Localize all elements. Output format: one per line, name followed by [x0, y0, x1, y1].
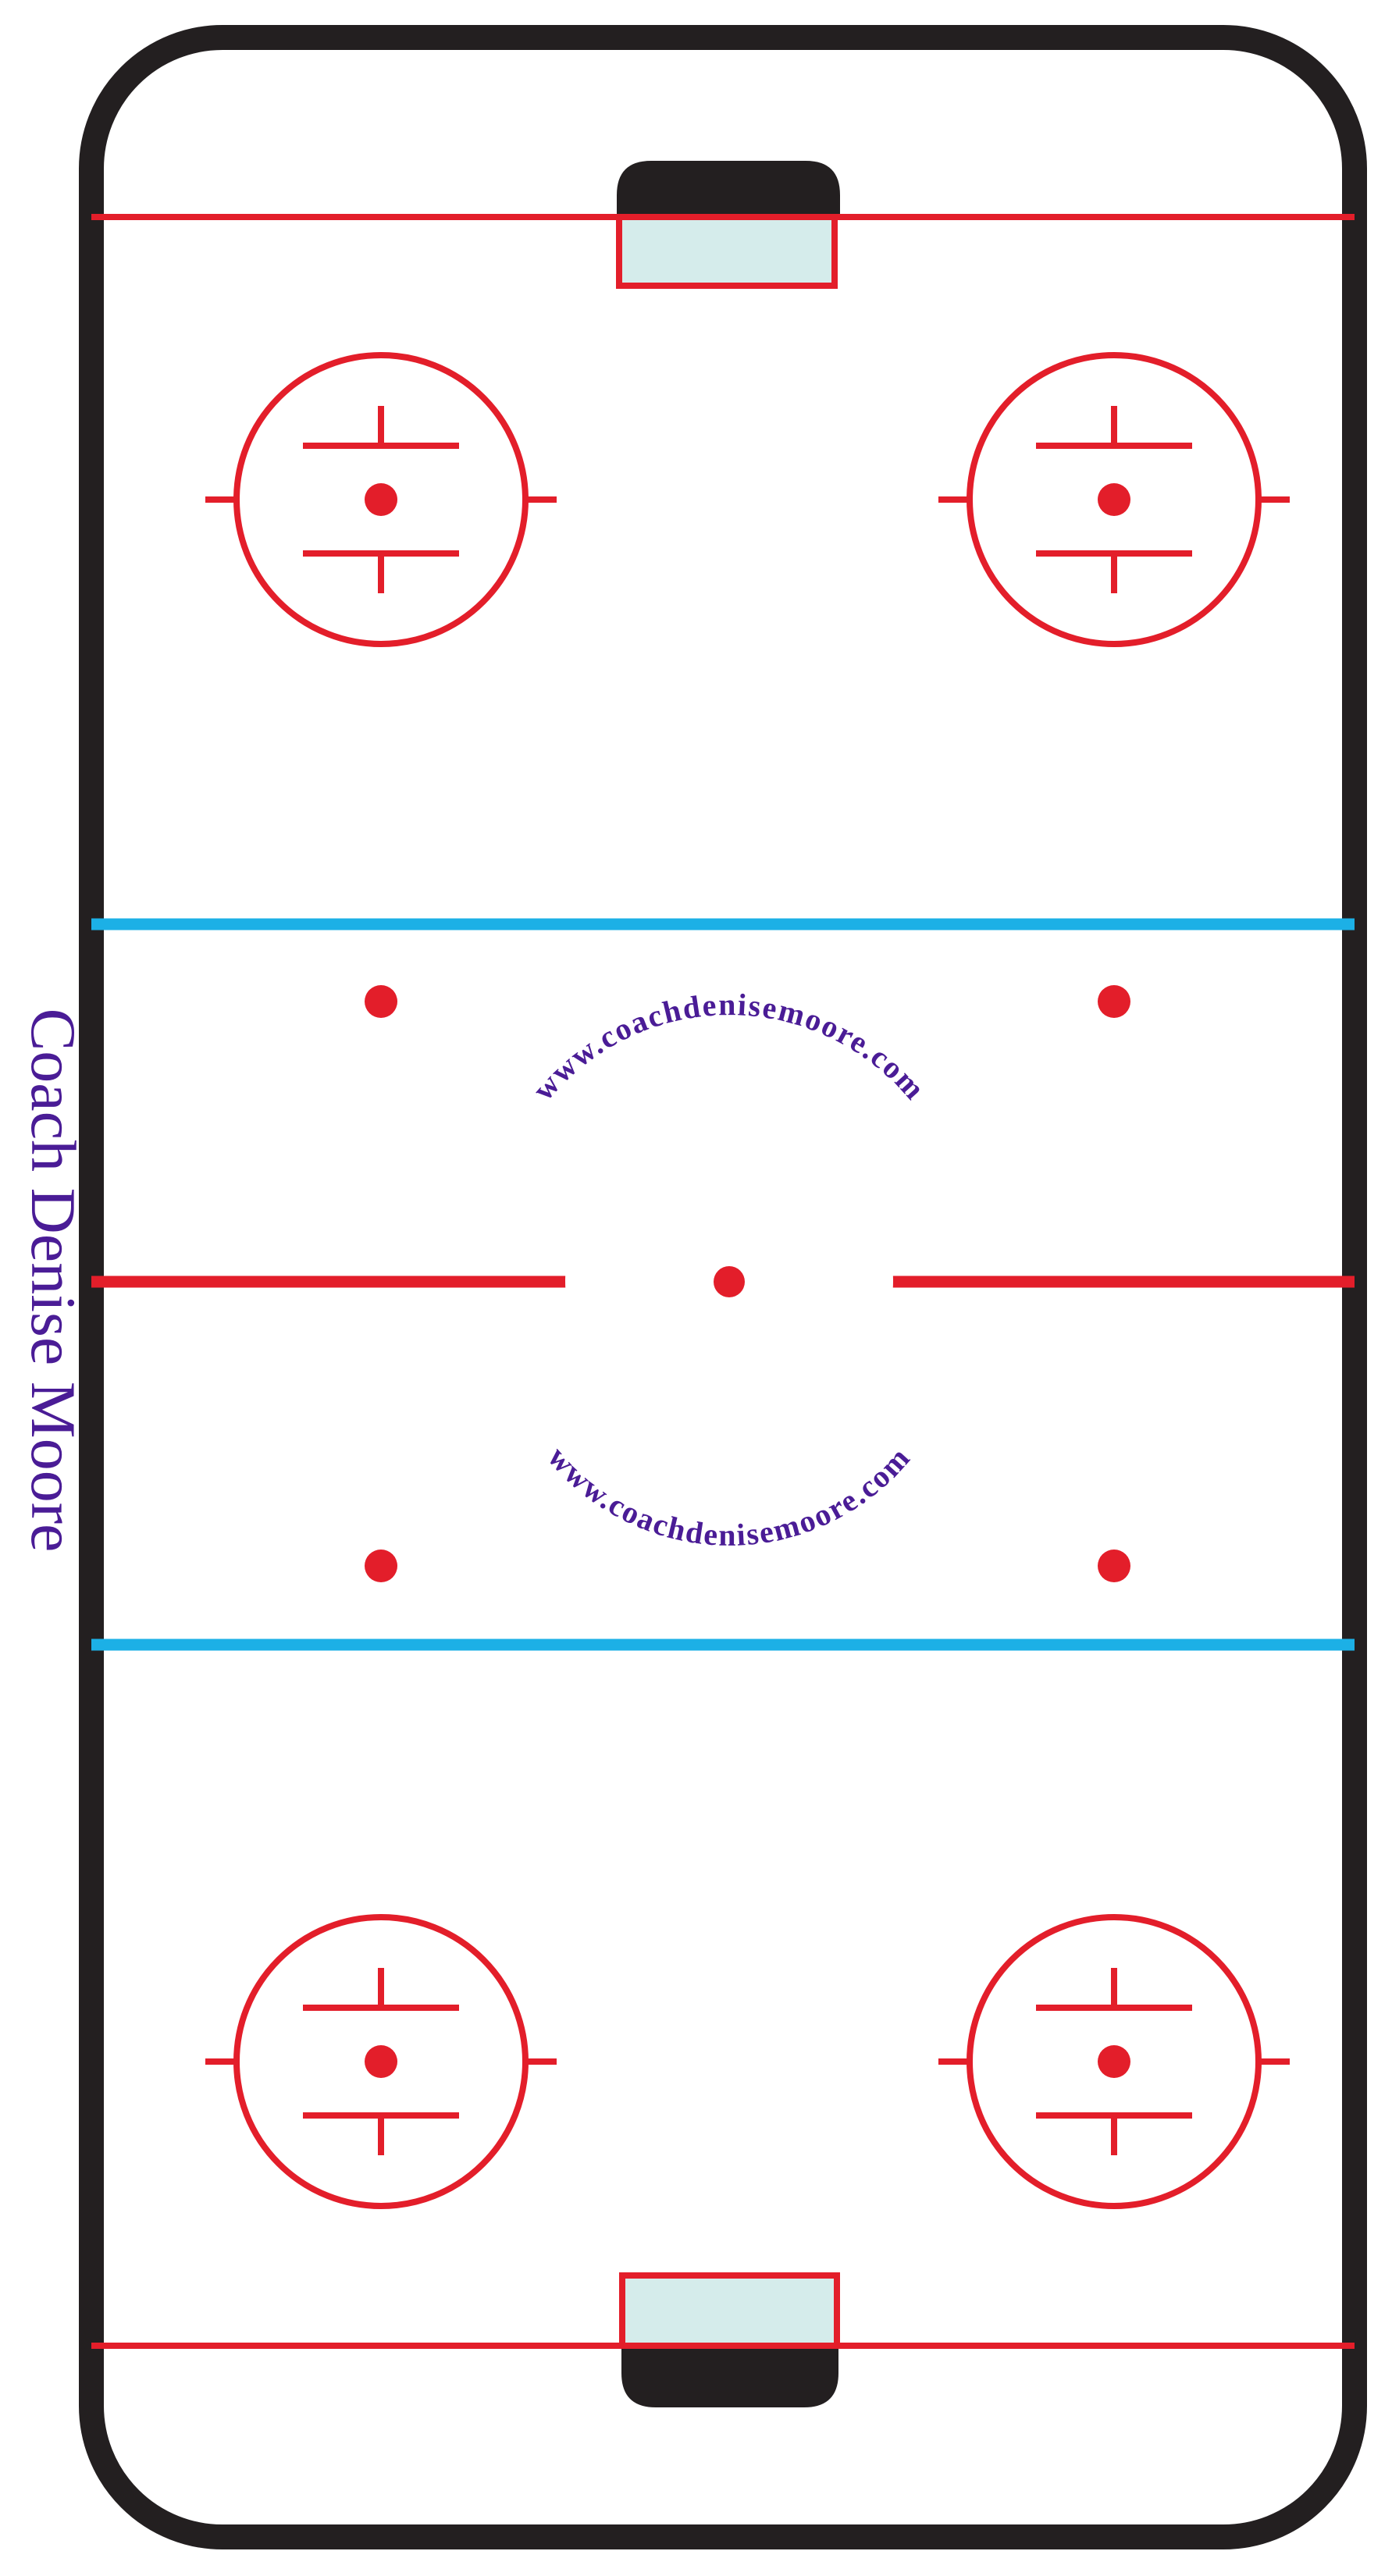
faceoff-circle-icon — [205, 352, 557, 647]
faceoff-circle-icon — [938, 352, 1290, 647]
center-ice-dot — [714, 1266, 745, 1297]
faceoff-dot-icon — [1098, 483, 1130, 516]
faceoff-dot-icon — [365, 483, 397, 516]
goal-crease-bottom — [619, 2272, 840, 2349]
goal-crease-top — [616, 214, 838, 289]
faceoff-dot-icon — [365, 1550, 397, 1582]
side-label: Coach Denise Moore — [18, 1009, 89, 1553]
faceoff-circle-icon — [938, 1914, 1290, 2209]
faceoff-dot-icon — [1098, 985, 1130, 1018]
faceoff-dot-icon — [365, 2045, 397, 2078]
faceoff-dot-icon — [1098, 2045, 1130, 2078]
faceoff-circle-icon — [205, 1914, 557, 2209]
goal-net-icon — [617, 161, 840, 217]
faceoff-dot-icon — [365, 985, 397, 1018]
goal-net-icon — [621, 2346, 838, 2407]
faceoff-dot-icon — [1098, 1550, 1130, 1582]
